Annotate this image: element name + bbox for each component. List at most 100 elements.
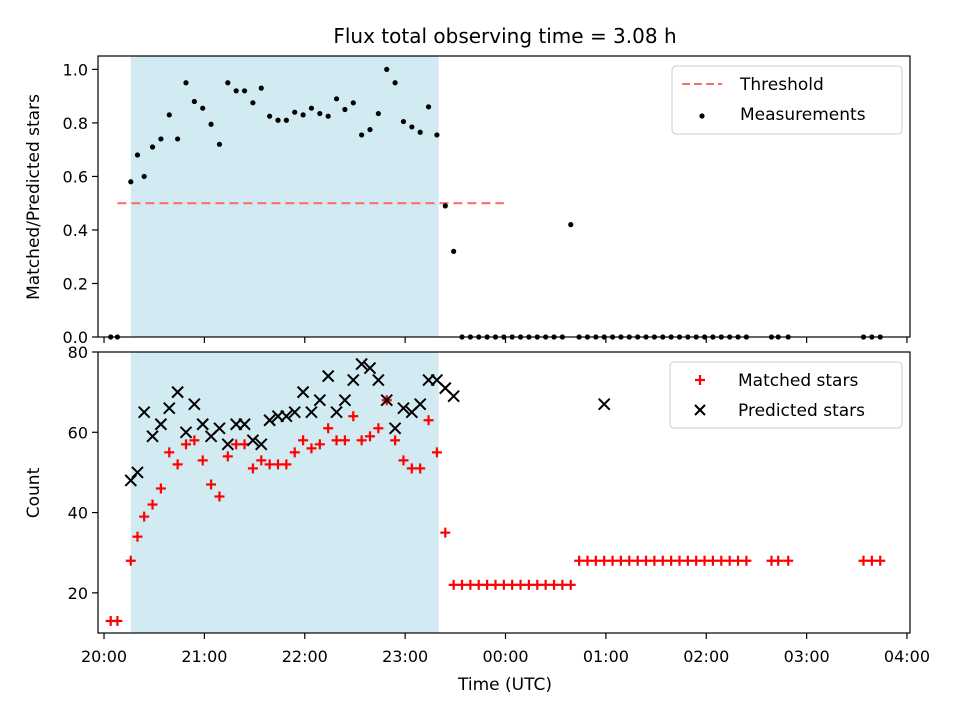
matched-star-point-24 [306, 443, 317, 454]
measurement-point-15 [233, 88, 239, 94]
measurement-point-6 [158, 136, 164, 142]
bot-ytick-label-0: 20 [68, 584, 88, 603]
matched-star-point-58 [590, 555, 601, 566]
predicted-star-point-32 [388, 422, 402, 435]
predicted-star-point-9 [196, 418, 209, 431]
matched-star-point-18 [256, 455, 267, 466]
predicted-star-point-7 [179, 426, 193, 439]
xtick-label-8: 04:00 [884, 647, 930, 666]
xtick-label-6: 02:00 [683, 647, 729, 666]
predicted-star-point-20 [288, 406, 301, 419]
matched-star-point-12 [206, 479, 217, 490]
predicted-star-point-4 [154, 418, 168, 431]
measurement-point-9 [183, 80, 189, 86]
predicted-star-point-23 [313, 393, 327, 407]
predicted-star-point-2 [137, 406, 151, 419]
bot-ytick-label-1: 40 [68, 504, 88, 523]
measurement-point-19 [267, 113, 273, 119]
measurement-point-4 [141, 173, 147, 180]
bottom-panel: 20 40 60 80 20:00 21:00 22:00 23:00 00:00 01:00 0… [24, 343, 930, 695]
xtick-label-1: 21:00 [181, 647, 227, 666]
matched-star-point-27 [331, 435, 342, 446]
measurement-point-21 [283, 117, 289, 123]
matched-star-point-52 [540, 579, 551, 590]
matched-star-point-50 [523, 579, 534, 590]
matched-star-point-5 [147, 499, 158, 510]
bottom-legend: Matched stars Predicted stars [669, 361, 903, 429]
matched-star-point-59 [599, 555, 610, 566]
matched-star-point-30 [356, 435, 367, 446]
matched-star-point-35 [398, 455, 409, 466]
matched-star-point-57 [582, 555, 593, 566]
bottom-y-axis-label: Count [24, 467, 44, 518]
matched-star-point-47 [498, 579, 509, 590]
measurement-point-39 [434, 132, 440, 138]
measurement-point-37 [417, 129, 423, 135]
measurement-point-17 [250, 100, 256, 106]
measurement-point-36 [409, 124, 415, 130]
predicted-star-point-17 [263, 414, 276, 427]
matched-star-point-38 [423, 415, 434, 426]
top-plot-marks [108, 66, 883, 340]
measurement-point-10 [191, 98, 197, 105]
xtick-label-0: 20:00 [81, 647, 127, 666]
matched-star-point-42 [457, 579, 468, 590]
xtick-label-2: 22:00 [282, 647, 328, 666]
matched-star-point-73 [716, 555, 727, 566]
matched-star-point-66 [657, 555, 668, 566]
top-legend-box [671, 65, 903, 135]
measurement-point-31 [367, 126, 373, 133]
xtick-label-5: 01:00 [583, 647, 629, 666]
matched-star-point-61 [615, 555, 626, 566]
matched-star-point-20 [272, 459, 283, 470]
top-legend: Threshold Measurements [671, 65, 903, 135]
matched-star-point-40 [440, 527, 451, 538]
matched-star-point-65 [649, 555, 660, 566]
x-axis-label: Time (UTC) [457, 675, 552, 695]
bottom-x-ticks: 20:00 21:00 22:00 23:00 00:00 01:00 02:00 03:00… [81, 633, 930, 666]
matched-star-point-70 [691, 555, 702, 566]
legend-predicted-marker [694, 404, 706, 416]
matched-star-point-15 [231, 439, 242, 450]
predicted-star-point-15 [246, 434, 260, 447]
measurement-point-30 [359, 132, 365, 138]
matched-star-point-39 [431, 447, 442, 458]
matched-star-point-13 [214, 491, 225, 502]
measurement-point-41 [451, 248, 457, 254]
measurement-point-28 [342, 106, 348, 113]
predicted-star-point-35 [413, 397, 427, 411]
matched-star-point-8 [172, 459, 183, 470]
measurement-point-35 [400, 118, 407, 125]
measurement-point-16 [241, 88, 248, 94]
matched-star-point-44 [473, 579, 484, 590]
predicted-star-point-6 [171, 385, 184, 399]
predicted-star-point-30 [372, 373, 385, 387]
matched-star-point-31 [365, 431, 376, 442]
bot-ytick-label-2: 60 [68, 423, 88, 442]
matched-star-point-7 [164, 447, 175, 458]
predicted-star-point-21 [296, 385, 310, 399]
predicted-star-point-28 [355, 357, 368, 371]
matched-star-point-60 [607, 555, 618, 566]
measurement-point-18 [258, 85, 264, 91]
xtick-label-7: 03:00 [784, 647, 830, 666]
predicted-star-point-8 [188, 397, 201, 411]
matched-star-point-53 [549, 579, 560, 590]
measurement-point-38 [425, 104, 432, 110]
top-ytick-label-3: 0.6 [63, 167, 88, 186]
matched-star-point-82 [875, 555, 886, 566]
legend-predicted-label: Predicted stars [738, 401, 865, 421]
measurement-point-33 [384, 66, 390, 72]
measurement-point-34 [392, 80, 398, 86]
matched-star-point-19 [264, 459, 275, 470]
matched-star-point-62 [624, 555, 635, 566]
legend-matched-label: Matched stars [738, 371, 858, 391]
matched-star-point-37 [415, 463, 426, 474]
measurement-point-32 [375, 110, 381, 117]
matched-star-point-23 [298, 435, 309, 446]
top-ytick-label-2: 0.4 [63, 221, 88, 240]
matched-star-point-43 [465, 579, 476, 590]
matched-star-point-49 [515, 579, 526, 590]
measurement-point-55 [568, 222, 574, 228]
